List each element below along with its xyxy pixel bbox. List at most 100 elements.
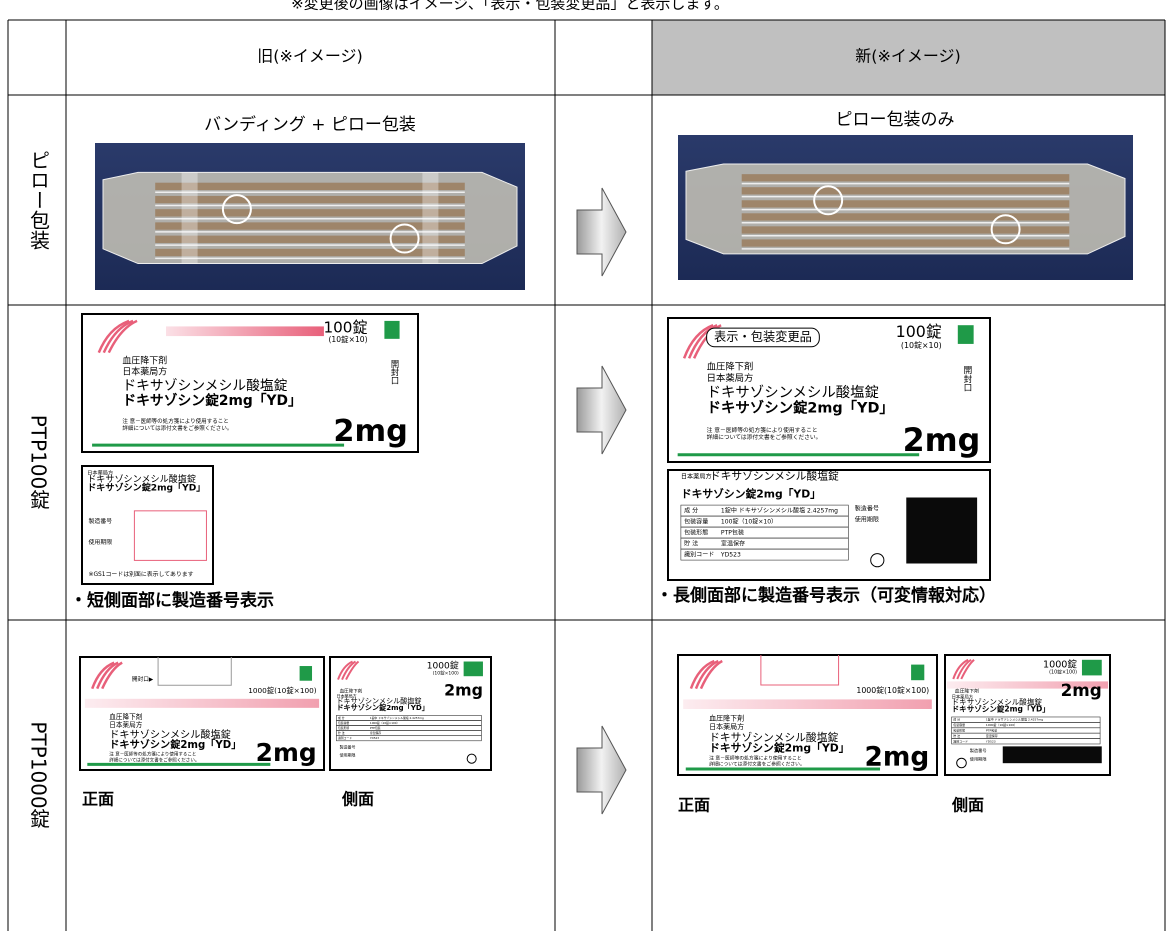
header-shade: [652, 20, 1165, 95]
logo: [699, 659, 723, 690]
blister-row: [741, 187, 1070, 195]
paper-mark: [466, 753, 477, 764]
count: 1000錠(10錠×100): [248, 686, 317, 695]
spec-value: PTP包装: [370, 726, 381, 730]
spec-label: 成 分: [338, 716, 345, 720]
open-label: 開封口: [390, 360, 400, 385]
category: 血圧降下剤: [955, 688, 979, 695]
view-label: 正面: [82, 790, 114, 809]
carton-front: [677, 654, 938, 776]
caption: バンディング + ピロー包装: [204, 114, 416, 135]
usage-icon: [463, 661, 483, 677]
spec-label: 包装容量: [684, 518, 708, 526]
count: 100錠: [896, 322, 942, 341]
caution: 詳細については添付文書をご参照ください。: [709, 761, 805, 768]
badge: 表示・包装変更品: [714, 329, 812, 344]
drug-name: ドキサゾシンメシル酸塩錠: [952, 696, 1043, 706]
brand: ドキサゾシン錠2mg「YD」: [87, 482, 205, 494]
blister-row: [155, 195, 465, 204]
blister-row: [741, 174, 1070, 182]
pharmacopoeia: 日本薬局方: [122, 365, 167, 377]
open-label: 開封口▶: [132, 675, 154, 683]
paper-mark: [870, 553, 885, 568]
expiry-label: 使用期限: [89, 538, 113, 546]
logo: [952, 658, 969, 680]
pharmacopoeia: 日本薬局方: [681, 473, 712, 481]
recycle-mark: [221, 194, 252, 225]
pink-bar: [683, 699, 932, 709]
count-detail: (10錠×100): [433, 669, 459, 676]
spec-value: 1000錠（10錠×100）: [370, 721, 399, 725]
blister-row: [741, 200, 1070, 208]
pharmacopoeia: 日本薬局方: [707, 372, 754, 384]
brand: ドキサゾシン錠2mg「YD」: [952, 703, 1050, 713]
drug-name: ドキサゾシンメシル酸塩錠: [710, 470, 839, 483]
paper-mark: [956, 757, 967, 769]
logo: [341, 660, 357, 680]
blister-row: [155, 209, 465, 217]
spec-label: 貯 法: [338, 731, 345, 735]
caution: 詳細については添付文書をご参照ください。: [109, 756, 199, 763]
logo: [960, 659, 975, 680]
column-header: 旧(※イメージ): [257, 47, 363, 66]
lot-label: 製造番号: [855, 505, 879, 513]
brand: ドキサゾシン錠2mg「YD」: [681, 487, 821, 500]
logo: [689, 659, 715, 690]
brand: ドキサゾシン錠2mg「YD」: [122, 392, 301, 409]
brand: ドキサゾシン錠2mg「YD」: [707, 399, 894, 417]
spec-label: 成 分: [684, 507, 698, 515]
pharmacopoeia: 日本薬局方: [336, 693, 356, 699]
spec-value: 室温保存: [721, 540, 745, 548]
brand: ドキサゾシン錠2mg「YD」: [709, 741, 849, 755]
usage-icon: [384, 320, 400, 339]
view-label: 正面: [678, 796, 710, 815]
spec-label: 包装容量: [953, 722, 965, 727]
category: 血圧降下剤: [340, 687, 363, 694]
count: 1000錠: [1043, 659, 1077, 671]
drug-name: ドキサゾシンメシル酸塩錠: [122, 378, 287, 394]
brand: ドキサゾシン錠2mg「YD」: [109, 738, 241, 751]
logo: [694, 659, 719, 690]
pharmacopoeia: 日本薬局方: [109, 720, 142, 729]
lot-label: 製造番号: [89, 517, 113, 525]
blister-row: [741, 213, 1070, 221]
strength: 2mg: [256, 738, 317, 767]
brand: ドキサゾシン錠2mg「YD」: [336, 703, 428, 712]
carton-side: [329, 656, 492, 771]
arrow: [576, 365, 627, 455]
blister-row: [741, 239, 1070, 247]
logo: [96, 661, 119, 690]
logo: [107, 319, 138, 354]
spec-label: 包装容量: [338, 721, 349, 725]
spec-label: 包装形態: [338, 726, 349, 730]
caution: 注 意－医師等の処方箋により使用すること: [109, 751, 196, 758]
footnote: ※GS1コードは別面に表示してあります: [89, 570, 194, 578]
usage-icon: [957, 325, 974, 344]
expiry-label: 使用期限: [970, 756, 988, 763]
carton-side: [81, 465, 214, 585]
caution: 注 意－医師等の処方箋により使用すること: [122, 417, 228, 425]
caution: 注 意－医師等の処方箋により使用すること: [709, 755, 802, 762]
spec-label: 貯 法: [684, 540, 698, 548]
row-label: PTP1000錠: [27, 721, 51, 828]
lot-label: 製造番号: [340, 745, 356, 750]
spec-row: [680, 548, 849, 561]
count-detail: (10錠×10): [901, 340, 942, 350]
spec-value: YD523: [370, 736, 379, 740]
spec-label: 識別コード: [953, 738, 968, 743]
row-label: ピロー包装: [27, 150, 51, 250]
spec-value: YD523: [986, 739, 996, 743]
flap: [760, 655, 840, 686]
drug-name: ドキサゾシンメシル酸塩錠: [87, 473, 196, 485]
strength: 2mg: [903, 423, 981, 459]
note: ・短側面部に製造番号表示: [70, 590, 274, 611]
spec-value: PTP包装: [986, 727, 997, 732]
count-detail: (10錠×10): [328, 334, 367, 344]
strength: 2mg: [333, 414, 408, 449]
carton-front: [79, 656, 325, 771]
view-label: 側面: [951, 796, 984, 815]
open-label: 開封口: [962, 365, 972, 391]
spec-row: [951, 738, 1101, 745]
drug-name: ドキサゾシンメシル酸塩錠: [336, 697, 421, 706]
logo: [101, 661, 123, 690]
